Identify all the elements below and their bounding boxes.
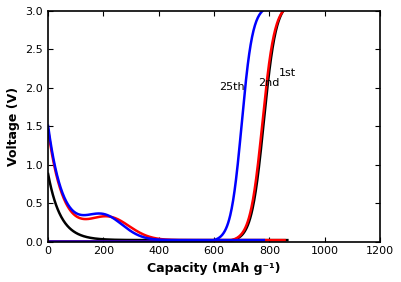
Text: 1st: 1st (279, 68, 296, 78)
Text: 25th: 25th (220, 82, 245, 92)
Y-axis label: Voltage (V): Voltage (V) (7, 87, 20, 166)
X-axis label: Capacity (mAh g⁻¹): Capacity (mAh g⁻¹) (147, 262, 281, 275)
Text: 2nd: 2nd (258, 78, 279, 88)
